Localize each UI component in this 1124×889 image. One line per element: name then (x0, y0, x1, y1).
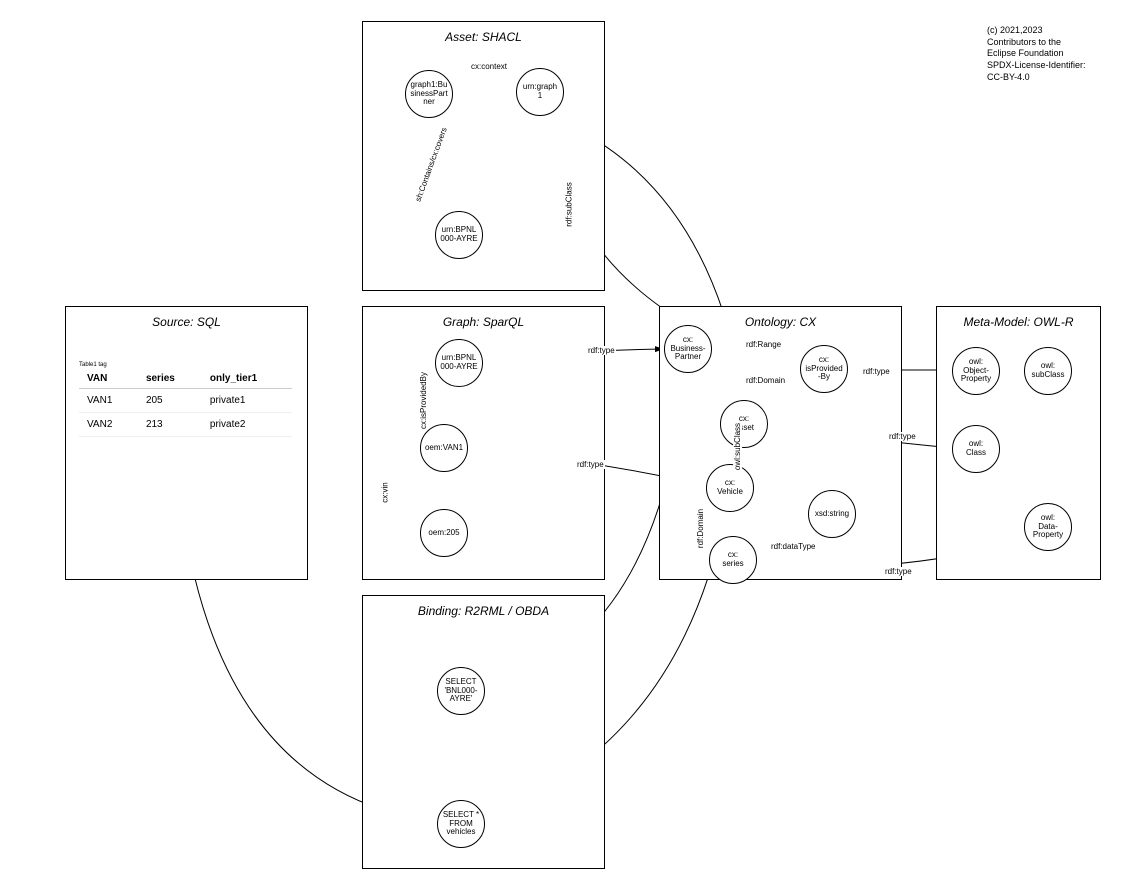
node-urngraph1: urn:graph1 (516, 68, 564, 116)
node-xsdstring: xsd:string (808, 490, 856, 538)
table-cell: 205 (138, 389, 202, 413)
node-owlobj: owl:Object-Property (952, 347, 1000, 395)
box-title-binding: Binding: R2RML / OBDA (363, 604, 604, 618)
edge-label-rdftype5: rdf:type (884, 567, 913, 576)
node-bpnl2: urn:BPNL000-AYRE (435, 339, 483, 387)
edge-label-rdftype4: rdf:type (888, 432, 917, 441)
node-bp: graph1:BusinessPartner (405, 70, 453, 118)
edge-label-rdfsub1: rdf:subClass (565, 181, 574, 227)
table-cell: private2 (202, 413, 292, 437)
box-title-sparql: Graph: SparQL (363, 315, 604, 329)
sql-col: only_tier1 (202, 369, 292, 389)
box-title-owl: Meta-Model: OWL-R (937, 315, 1100, 329)
node-oemvan1: oem:VAN1 (420, 424, 468, 472)
edge-label-owlsubcls: owl:subClass (733, 422, 742, 471)
node-sel1: SELECT'BNL000-AYRE' (437, 667, 485, 715)
edge-label-rdfdomain2: rdf:Domain (696, 508, 705, 549)
sql-table-caption: Table1 tag (79, 362, 107, 368)
copyright-l1: (c) 2021,2023 (987, 25, 1043, 35)
copyright-l4: SPDX-License-Identifier: (987, 60, 1086, 70)
sql-table: VANseriesonly_tier1 VAN1205private1VAN22… (79, 369, 292, 437)
copyright-l5: CC-BY-4.0 (987, 72, 1030, 82)
table-cell: private1 (202, 389, 292, 413)
table-row: VAN2213private2 (79, 413, 292, 437)
edge-label-rdfdomain: rdf:Domain (745, 376, 786, 385)
edge-label-cxprovby: cx:isProvidedBy (419, 371, 428, 430)
node-cxvehicle: cx:Vehicle (706, 464, 754, 512)
table-cell: 213 (138, 413, 202, 437)
table-row: VAN1205private1 (79, 389, 292, 413)
copyright-block: (c) 2021,2023 Contributors to the Eclips… (987, 25, 1086, 83)
box-title-sql: Source: SQL (66, 315, 307, 329)
edge-label-cxvin: cx:vin (381, 481, 390, 503)
box-title-shacl: Asset: SHACL (363, 30, 604, 44)
edge-label-rdftype2: rdf:type (576, 460, 605, 469)
node-cxasset: cx:Asset (720, 400, 768, 448)
edge-label-rdftype3: rdf:type (862, 367, 891, 376)
node-cxbp: cx:Business-Partner (664, 325, 712, 373)
node-cxprov: cx:isProvided-By (800, 345, 848, 393)
node-owlclass: owl:Class (952, 425, 1000, 473)
edge-label-rdftype1: rdf:type (587, 346, 616, 355)
box-sql: Source: SQL (65, 306, 308, 580)
copyright-l3: Eclipse Foundation (987, 48, 1064, 58)
node-cxseries: cx:series (709, 536, 757, 584)
node-sel2: SELECT *FROMvehicles (437, 800, 485, 848)
node-owldata: owl:Data-Property (1024, 503, 1072, 551)
node-owlsub: owl:subClass (1024, 347, 1072, 395)
table-cell: VAN1 (79, 389, 138, 413)
copyright-l2: Contributors to the (987, 37, 1061, 47)
node-bpnl1: urn:BPNL000-AYRE (435, 211, 483, 259)
node-oem205: oem:205 (420, 509, 468, 557)
sql-col: series (138, 369, 202, 389)
box-sparql: Graph: SparQL (362, 306, 605, 580)
edge-label-rdfrange: rdf:Range (745, 340, 782, 349)
edge-label-cxcontext: cx:context (470, 62, 508, 71)
table-cell: VAN2 (79, 413, 138, 437)
sql-col: VAN (79, 369, 138, 389)
edge-label-rdfdatatype: rdf:dataType (770, 542, 816, 551)
